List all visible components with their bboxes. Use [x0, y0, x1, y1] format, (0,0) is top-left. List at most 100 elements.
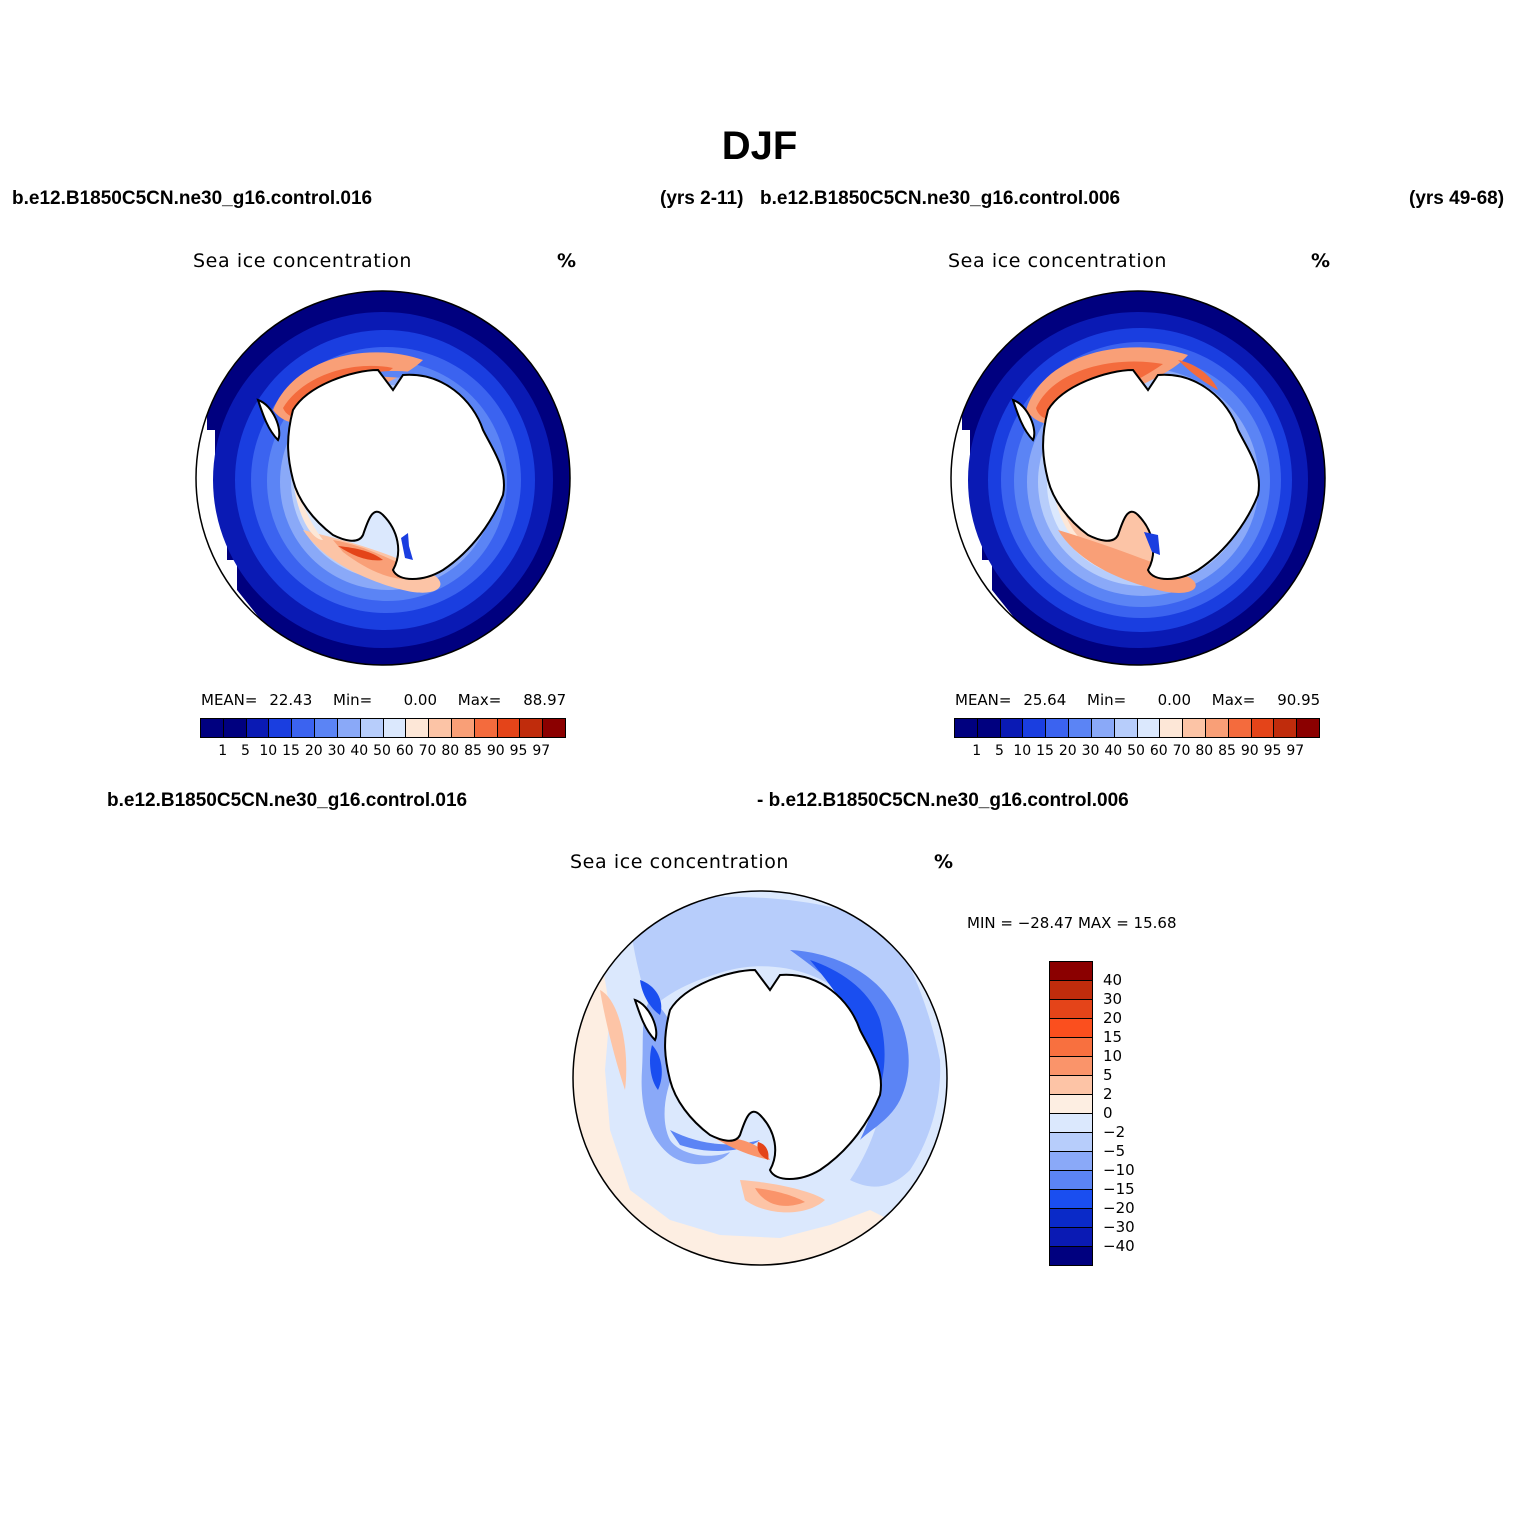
panel1-mean: 22.43: [269, 691, 313, 709]
panel1-units: %: [557, 250, 577, 272]
colorbar-label: 90: [1240, 743, 1259, 759]
colorbar-box: [383, 719, 407, 737]
diff-colorbar-label: 2: [1103, 1085, 1113, 1103]
colorbar-box: [1023, 719, 1047, 737]
colorbar-box: [520, 719, 544, 737]
diff-units: %: [934, 851, 954, 873]
diff-colorbar-box: [1050, 1019, 1092, 1038]
colorbar-box: [451, 719, 475, 737]
colorbar-label: 15: [282, 743, 300, 759]
case-name-1: b.e12.B1850C5CN.ne30_g16.control.016: [12, 188, 373, 209]
colorbar-box: [1046, 719, 1070, 737]
diff-colorbar-labels: 40 30 20 15 10 5 2 0 −2 −5 −10 −15 −20 −30 −40: [1103, 961, 1163, 1266]
diff-title: Sea ice concentration: [570, 851, 790, 873]
panel1-title: Sea ice concentration: [193, 250, 413, 272]
colorbar-label: 1: [218, 743, 228, 759]
colorbar-label: 70: [418, 743, 437, 759]
diff-colorbar-box: [1050, 1038, 1092, 1057]
diff-colorbar-label: −15: [1103, 1180, 1135, 1198]
panel1-antarctica: [287, 368, 505, 580]
panel2-antarctica: [1042, 368, 1260, 580]
main-title: DJF: [721, 124, 798, 168]
colorbar-box: [223, 719, 247, 737]
colorbar-label: 97: [532, 743, 551, 759]
colorbar-label: 95: [1263, 743, 1282, 759]
diff-colorbar-box: [1050, 1076, 1092, 1095]
panel2-mean-label: MEAN=: [955, 691, 1012, 709]
panel1-min: 0.00: [403, 691, 438, 709]
colorbar-box: [1297, 719, 1319, 737]
colorbar-label: 10: [259, 743, 278, 759]
diff-colorbar-box: [1050, 962, 1092, 981]
colorbar-label: 40: [1104, 743, 1123, 759]
panel1-colorbar-labels: 1 5 10 15 20 30 40 50 60 70 80 85 90 95 97: [200, 743, 564, 761]
diff-colorbar-box: [1050, 1152, 1092, 1171]
colorbar-box: [360, 719, 384, 737]
panel1-max: 88.97: [523, 691, 567, 709]
colorbar-box: [1091, 719, 1115, 737]
panel1-max-label: Max=: [457, 691, 502, 709]
colorbar-box: [977, 719, 1001, 737]
colorbar-label: 5: [241, 743, 250, 759]
colorbar-box: [1137, 719, 1161, 737]
colorbar-label: 50: [373, 743, 391, 759]
colorbar-box: [1251, 719, 1275, 737]
diff-case-left: b.e12.B1850C5CN.ne30_g16.control.016: [107, 790, 468, 811]
diff-colorbar-box: [1050, 1133, 1092, 1152]
panel2-max: 90.95: [1277, 691, 1321, 709]
colorbar-label: 80: [1195, 743, 1214, 759]
panel2-mean: 25.64: [1023, 691, 1067, 709]
panel2-max-label: Max=: [1211, 691, 1256, 709]
colorbar-box: [337, 719, 361, 737]
colorbar-label: 60: [395, 743, 414, 759]
diff-colorbar-box: [1050, 981, 1092, 1000]
panel2-colorbar: [954, 718, 1320, 738]
diff-colorbar-box: [1050, 1095, 1092, 1114]
diff-colorbar-box: [1050, 1057, 1092, 1076]
diff-colorbar-label: 30: [1103, 990, 1123, 1008]
colorbar-box: [315, 719, 338, 737]
colorbar-box: [1205, 719, 1229, 737]
colorbar-box: [497, 719, 521, 737]
colorbar-box: [269, 719, 293, 737]
panel2-map: [950, 290, 1326, 666]
colorbar-box: [292, 719, 316, 737]
colorbar-box: [1114, 719, 1138, 737]
colorbar-box: [474, 719, 498, 737]
panel1-mean-label: MEAN=: [201, 691, 258, 709]
colorbar-box: [1069, 719, 1092, 737]
years-1: (yrs 2-11): [660, 188, 744, 209]
colorbar-box: [1228, 719, 1252, 737]
diff-colorbar-label: 10: [1103, 1047, 1123, 1065]
colorbar-label: 97: [1286, 743, 1305, 759]
colorbar-label: 15: [1036, 743, 1054, 759]
colorbar-label: 50: [1127, 743, 1145, 759]
colorbar-box: [1183, 719, 1206, 737]
diff-colorbar-label: −10: [1103, 1161, 1135, 1179]
panel1-min-label: Min=: [333, 691, 373, 709]
diff-colorbar-label: −5: [1103, 1142, 1126, 1160]
diff-antarctica: [664, 968, 882, 1180]
diff-colorbar-label: 15: [1103, 1028, 1123, 1046]
diff-colorbar-label: −2: [1103, 1123, 1126, 1141]
colorbar-label: 40: [350, 743, 369, 759]
colorbar-box: [955, 719, 978, 737]
diff-map: [572, 890, 948, 1266]
colorbar-label: 30: [1081, 743, 1100, 759]
colorbar-box: [1274, 719, 1298, 737]
colorbar-label: 85: [464, 743, 482, 759]
diff-colorbar-box: [1050, 1190, 1092, 1209]
colorbar-label: 30: [327, 743, 346, 759]
diff-colorbar-label: 40: [1103, 971, 1123, 989]
colorbar-label: 80: [441, 743, 460, 759]
diff-colorbar-label: 20: [1103, 1009, 1123, 1027]
diff-colorbar: [1049, 961, 1093, 1266]
diff-colorbar-label: −40: [1103, 1237, 1135, 1255]
diff-colorbar-box: [1050, 1209, 1092, 1228]
diff-minmax: MIN = −28.47 MAX = 15.68: [967, 914, 1177, 932]
panel2-units: %: [1311, 250, 1331, 272]
colorbar-label: 60: [1149, 743, 1168, 759]
diff-colorbar-label: −30: [1103, 1218, 1135, 1236]
colorbar-label: 90: [486, 743, 505, 759]
colorbar-box: [543, 719, 565, 737]
